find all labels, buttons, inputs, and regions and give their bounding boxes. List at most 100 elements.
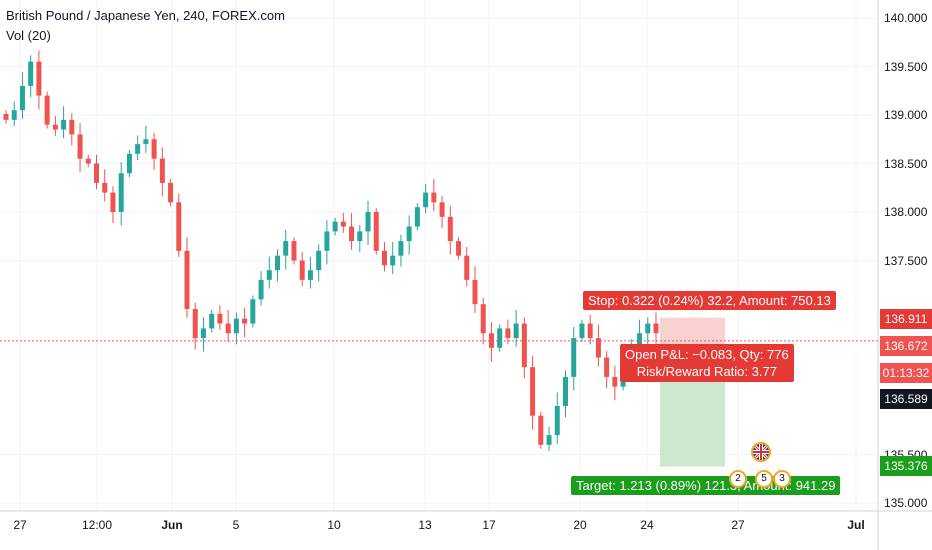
candle-body[interactable]: [546, 435, 552, 445]
candle-body[interactable]: [118, 173, 124, 212]
candle-body[interactable]: [11, 110, 17, 120]
candle-body[interactable]: [184, 250, 190, 309]
candle-body[interactable]: [225, 323, 231, 334]
candle-body[interactable]: [381, 250, 387, 266]
candle-body[interactable]: [521, 323, 527, 368]
candle-body[interactable]: [332, 221, 338, 232]
candle-body[interactable]: [349, 226, 355, 242]
candle-body[interactable]: [135, 144, 141, 154]
candle-body[interactable]: [283, 241, 289, 256]
entry-price-badge: 136.589: [880, 389, 932, 409]
candle-body[interactable]: [291, 241, 297, 261]
candle-body[interactable]: [530, 367, 536, 416]
candle-body[interactable]: [414, 207, 420, 227]
candle-body[interactable]: [456, 241, 462, 256]
candle-body[interactable]: [126, 153, 132, 174]
candle-body[interactable]: [192, 309, 198, 339]
event-marker-5[interactable]: 5: [755, 470, 773, 488]
candle-body[interactable]: [233, 318, 239, 334]
candle-body[interactable]: [36, 61, 42, 96]
candle-body[interactable]: [94, 163, 100, 183]
candle-body[interactable]: [488, 333, 494, 348]
candle-body[interactable]: [44, 95, 50, 125]
candle-body[interactable]: [390, 255, 396, 266]
candlestick-series: [3, 50, 659, 452]
candle-body[interactable]: [209, 313, 215, 329]
candle-body[interactable]: [538, 415, 544, 445]
candle-body[interactable]: [102, 182, 108, 193]
candle-body[interactable]: [472, 279, 478, 305]
candle-body[interactable]: [645, 323, 651, 334]
candle-body[interactable]: [3, 114, 9, 120]
candle-body[interactable]: [497, 328, 503, 348]
candle-body[interactable]: [110, 192, 116, 212]
candle-body[interactable]: [316, 250, 322, 271]
candle-body[interactable]: [77, 134, 83, 159]
candle-body[interactable]: [159, 158, 165, 183]
candle-body[interactable]: [447, 216, 453, 242]
candle-body[interactable]: [307, 270, 313, 280]
risk-reward-text: Risk/Reward Ratio: 3.77: [636, 364, 777, 379]
stop-loss-zone[interactable]: [660, 317, 725, 349]
candle-body[interactable]: [250, 299, 256, 324]
pnl-callout[interactable]: Open P&L: −0.083, Qty: 776 Risk/Reward R…: [620, 344, 794, 382]
candle-body[interactable]: [365, 212, 371, 232]
candle-body[interactable]: [266, 270, 272, 280]
time-axis-label: 13: [418, 518, 432, 532]
candle-body[interactable]: [143, 139, 149, 145]
candle-body[interactable]: [562, 376, 568, 406]
candle-body[interactable]: [480, 304, 486, 334]
candle-body[interactable]: [464, 255, 470, 280]
price-axis-label: 140.000: [884, 11, 928, 25]
candle-body[interactable]: [571, 338, 577, 377]
stop-callout[interactable]: Stop: 0.322 (0.24%) 32.2, Amount: 750.13: [583, 291, 836, 310]
candle-body[interactable]: [28, 61, 34, 86]
candle-body[interactable]: [69, 119, 75, 135]
candle-body[interactable]: [554, 406, 560, 436]
candle-body[interactable]: [275, 255, 281, 271]
candle-body[interactable]: [604, 357, 610, 377]
candle-body[interactable]: [398, 241, 404, 256]
candle-body[interactable]: [61, 119, 67, 130]
candle-body[interactable]: [200, 328, 206, 339]
candle-body[interactable]: [176, 202, 182, 251]
candle-body[interactable]: [579, 323, 585, 339]
candle-body[interactable]: [85, 158, 91, 164]
candle-body[interactable]: [406, 226, 412, 242]
time-axis-label: 27: [731, 518, 745, 532]
time-axis-label: 27: [13, 518, 27, 532]
candle-body[interactable]: [612, 376, 618, 387]
time-axis-label: 24: [640, 518, 654, 532]
candle-body[interactable]: [357, 231, 363, 242]
candle-body[interactable]: [423, 192, 429, 208]
candle-body[interactable]: [19, 85, 25, 111]
candle-body[interactable]: [505, 328, 511, 339]
candle-body[interactable]: [324, 231, 330, 251]
candle-body[interactable]: [168, 182, 174, 203]
candle-body[interactable]: [242, 318, 248, 324]
symbol-title[interactable]: British Pound / Japanese Yen, 240, FOREX…: [6, 8, 285, 23]
uk-flag-event-icon[interactable]: [751, 442, 771, 462]
candle-body[interactable]: [637, 333, 643, 348]
candle-body[interactable]: [595, 338, 601, 358]
candle-body[interactable]: [439, 202, 445, 217]
candle-body[interactable]: [299, 260, 305, 280]
event-marker-2[interactable]: 2: [729, 470, 747, 488]
candle-body[interactable]: [258, 279, 264, 300]
candle-body[interactable]: [653, 323, 659, 334]
candle-body[interactable]: [340, 221, 346, 227]
bar-countdown-badge: 01:13:32: [880, 363, 932, 383]
stop-price-badge: 136.911: [880, 309, 932, 329]
candle-body[interactable]: [587, 323, 593, 339]
candle-body[interactable]: [151, 139, 157, 159]
candle-body[interactable]: [431, 192, 437, 203]
event-marker-3[interactable]: 3: [773, 470, 791, 488]
candle-body[interactable]: [52, 124, 58, 130]
candle-body[interactable]: [217, 313, 223, 324]
price-axis-label: 137.500: [884, 253, 928, 268]
target-callout[interactable]: Target: 1.213 (0.89%) 121.3, Amount: 941…: [571, 476, 841, 495]
volume-indicator-label[interactable]: Vol (20): [6, 28, 51, 43]
candle-body[interactable]: [373, 212, 379, 251]
candle-body[interactable]: [513, 323, 519, 339]
